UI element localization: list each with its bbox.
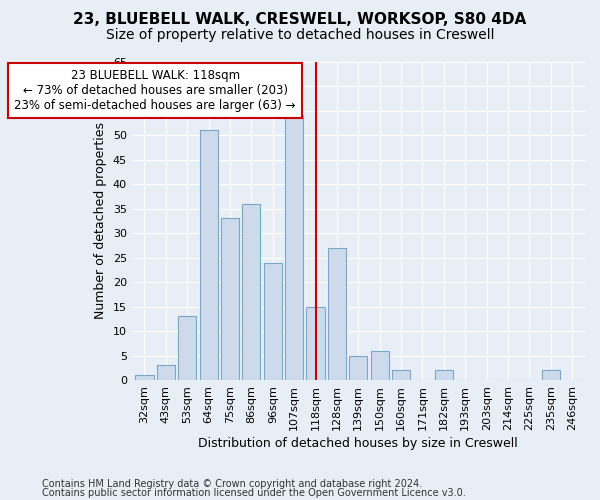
Bar bbox=[263, 262, 282, 380]
Text: Contains HM Land Registry data © Crown copyright and database right 2024.: Contains HM Land Registry data © Crown c… bbox=[42, 479, 422, 489]
Bar bbox=[328, 248, 346, 380]
Bar bbox=[542, 370, 560, 380]
Bar bbox=[242, 204, 260, 380]
Bar bbox=[136, 376, 154, 380]
X-axis label: Distribution of detached houses by size in Creswell: Distribution of detached houses by size … bbox=[199, 437, 518, 450]
Bar bbox=[307, 306, 325, 380]
Bar bbox=[349, 356, 367, 380]
Bar bbox=[392, 370, 410, 380]
Bar bbox=[221, 218, 239, 380]
Text: 23 BLUEBELL WALK: 118sqm
← 73% of detached houses are smaller (203)
23% of semi-: 23 BLUEBELL WALK: 118sqm ← 73% of detach… bbox=[14, 69, 296, 112]
Bar bbox=[285, 116, 303, 380]
Bar bbox=[435, 370, 453, 380]
Bar bbox=[178, 316, 196, 380]
Text: Size of property relative to detached houses in Creswell: Size of property relative to detached ho… bbox=[106, 28, 494, 42]
Bar bbox=[371, 351, 389, 380]
Bar bbox=[157, 366, 175, 380]
Bar bbox=[200, 130, 218, 380]
Text: 23, BLUEBELL WALK, CRESWELL, WORKSOP, S80 4DA: 23, BLUEBELL WALK, CRESWELL, WORKSOP, S8… bbox=[73, 12, 527, 28]
Text: Contains public sector information licensed under the Open Government Licence v3: Contains public sector information licen… bbox=[42, 488, 466, 498]
Y-axis label: Number of detached properties: Number of detached properties bbox=[94, 122, 107, 320]
